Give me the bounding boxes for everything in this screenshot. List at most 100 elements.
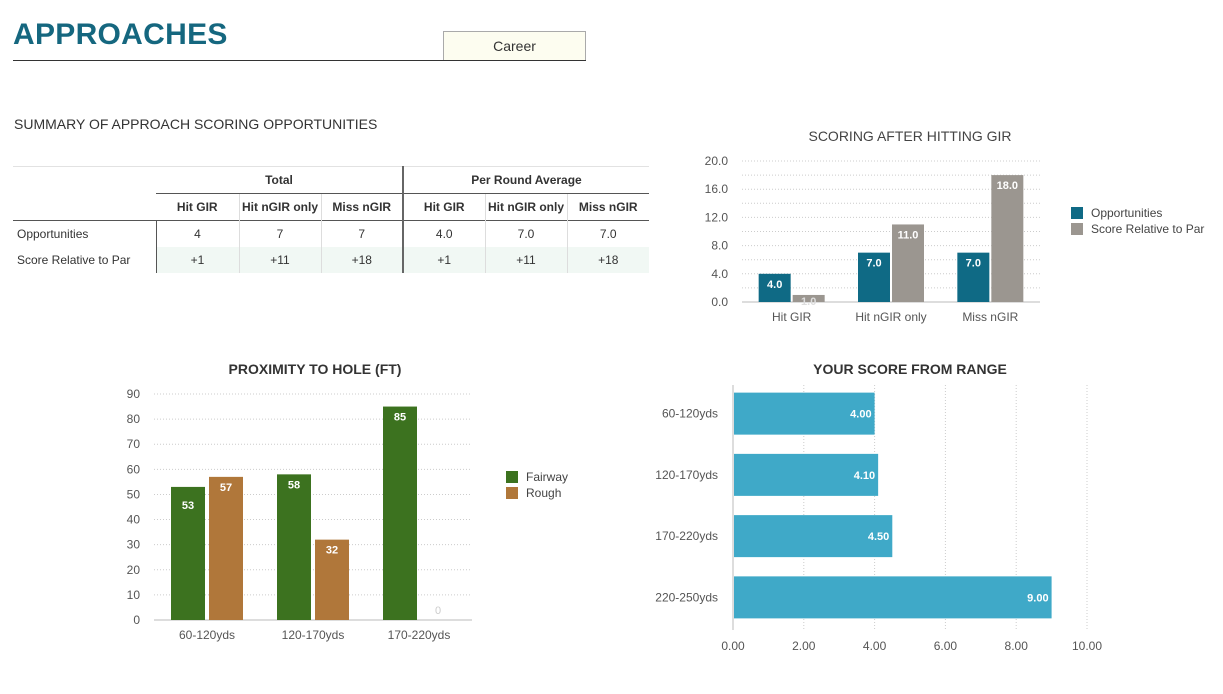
title-divider	[13, 60, 586, 61]
y-tick-label: 12.0	[705, 210, 729, 224]
y-tick-label: 120-170yds	[655, 468, 718, 482]
proximity-chart-legend: Fairway Rough	[506, 469, 568, 501]
table-cell: 7.0	[485, 220, 568, 247]
y-tick-label: 4.0	[711, 267, 728, 281]
bar-opportunities	[957, 252, 990, 302]
data-label: 9.00	[1027, 592, 1048, 604]
data-label: 4.50	[868, 531, 889, 543]
bar-rough	[209, 476, 243, 620]
bar-fairway	[383, 406, 417, 620]
table-cell: +1	[156, 247, 240, 273]
legend-item-score-relative: Score Relative to Par	[1071, 221, 1204, 237]
data-label: 58	[288, 479, 300, 491]
legend-swatch-score-relative	[1071, 223, 1083, 235]
gir-scoring-chart: 0.0 4.0 8.0 12.0 16.0 20.0 4.0 1.0 Hit GIR 7.0 11.…	[705, 154, 1040, 324]
x-tick-label: 4.00	[863, 639, 887, 653]
data-label: 85	[394, 412, 406, 424]
column-header: Miss nGIR	[578, 200, 638, 214]
y-tick-label: 70	[127, 437, 141, 451]
legend-swatch-opportunities	[1071, 207, 1083, 219]
legend-label: Fairway	[526, 470, 569, 484]
y-tick-label: 90	[127, 387, 141, 401]
y-tick-label: 20	[127, 563, 141, 577]
bar-fairway	[171, 486, 205, 620]
y-tick-label: 220-250yds	[655, 590, 718, 604]
group-header-per-round: Per Round Average	[403, 166, 649, 194]
bar-fairway	[277, 474, 311, 620]
table-cell: +18	[567, 247, 649, 273]
x-tick-label: 60-120yds	[179, 628, 235, 642]
period-selector[interactable]: Career	[443, 31, 586, 60]
bar-rough	[315, 539, 349, 620]
legend-label: Score Relative to Par	[1091, 222, 1205, 236]
bar-score-relative	[892, 224, 924, 302]
range-score-chart: 0.00 2.00 4.00 6.00 8.00 10.00 4.00 60-120yds 4.…	[655, 385, 1102, 653]
x-tick-label: Hit GIR	[772, 310, 812, 324]
y-tick-label: 60-120yds	[662, 407, 718, 421]
table-cell: 4.0	[403, 220, 486, 247]
table-cell: 7	[239, 220, 322, 247]
legend-label: Rough	[526, 486, 562, 500]
bar-range	[734, 453, 879, 496]
table-cell: +11	[485, 247, 568, 273]
x-tick-label: 2.00	[792, 639, 816, 653]
legend-item-fairway: Fairway	[506, 469, 568, 485]
y-tick-label: 30	[127, 538, 141, 552]
table-cell: +1	[403, 247, 486, 273]
y-tick-label: 8.0	[711, 239, 728, 253]
table-cell: +11	[239, 247, 322, 273]
y-tick-label: 80	[127, 412, 141, 426]
data-label: 0	[435, 605, 441, 617]
x-tick-label: 8.00	[1005, 639, 1029, 653]
x-tick-label: 6.00	[934, 639, 958, 653]
y-tick-label: 170-220yds	[655, 529, 718, 543]
x-tick-label: Hit nGIR only	[855, 310, 926, 324]
data-label: 7.0	[966, 258, 981, 270]
range-chart-title: YOUR SCORE FROM RANGE	[813, 361, 1007, 377]
proximity-chart-title: PROXIMITY TO HOLE (FT)	[228, 361, 402, 377]
row-label: Score Relative to Par	[13, 247, 157, 273]
row-label: Opportunities	[13, 220, 157, 247]
bar-score-relative	[991, 175, 1024, 302]
bar-range	[734, 392, 875, 435]
y-tick-label: 20.0	[705, 154, 729, 168]
legend-item-opportunities: Opportunities	[1071, 205, 1204, 221]
data-label: 1.0	[801, 296, 816, 308]
data-label: 53	[182, 500, 194, 512]
legend-swatch-fairway	[506, 471, 518, 483]
data-label: 4.10	[854, 470, 875, 482]
column-header: Miss nGIR	[321, 193, 404, 221]
data-label: 7.0	[866, 258, 881, 270]
y-tick-label: 0.0	[711, 295, 728, 309]
y-tick-label: 50	[127, 487, 141, 501]
y-tick-label: 10	[127, 588, 141, 602]
table-row-score-relative: Score Relative to Par +1 +11 +18 +1 +11 …	[13, 247, 649, 273]
y-tick-label: 40	[127, 513, 141, 527]
page-title: APPROACHES	[13, 18, 228, 51]
bar-range	[734, 576, 1052, 619]
column-header: Hit GIR	[156, 193, 240, 221]
x-tick-label: 170-220yds	[388, 628, 451, 642]
summary-title: SUMMARY OF APPROACH SCORING OPPORTUNITIE…	[14, 116, 378, 132]
table-cell: 7	[321, 220, 404, 247]
data-label: 4.00	[850, 409, 871, 421]
y-tick-label: 16.0	[705, 182, 729, 196]
legend-label: Opportunities	[1091, 206, 1163, 220]
data-label: 32	[326, 545, 338, 557]
y-tick-label: 0	[133, 613, 140, 627]
gir-chart-legend: Opportunities Score Relative to Par	[1071, 205, 1204, 237]
data-label: 11.0	[898, 229, 919, 241]
x-tick-label: Miss nGIR	[962, 310, 1018, 324]
x-tick-label: 120-170yds	[282, 628, 345, 642]
table-cell: 4	[156, 220, 240, 247]
bar-opportunities	[858, 252, 890, 302]
bar-range	[734, 515, 893, 558]
x-tick-label: 0.00	[721, 639, 745, 653]
y-tick-label: 60	[127, 462, 141, 476]
table-cell: 7.0	[599, 227, 617, 241]
column-header: Hit nGIR only	[485, 193, 568, 221]
group-header-total: Total	[156, 166, 404, 194]
column-header: Hit GIR	[403, 193, 486, 221]
bar-opportunities	[758, 273, 791, 302]
table-row-opportunities: Opportunities 4 7 7 4.0 7.0 7.0	[13, 220, 649, 247]
